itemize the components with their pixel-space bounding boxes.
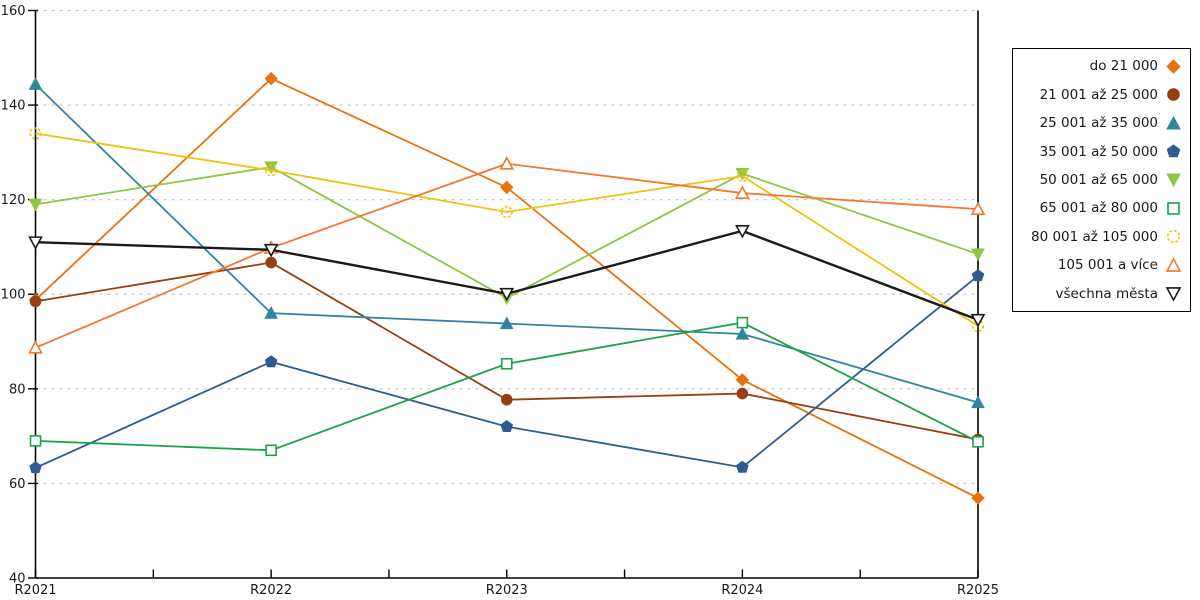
data-point-65-001-a-80-000-r2024 xyxy=(736,316,749,329)
data-point-v-echna-m-sta-r2021 xyxy=(28,236,43,250)
data-point-50-001-a-65-000-r2024 xyxy=(735,168,750,181)
data-point-do-21-000-r2023 xyxy=(500,180,514,195)
data-point-105-001-a-v-ce-r2021 xyxy=(28,340,43,354)
chart-legend: do 21 000 21 001 až 25 000 25 001 až 35 00… xyxy=(1012,48,1191,312)
legend-marker-icon-circle xyxy=(1166,230,1181,244)
legend-item-105-001-a-v-ce: 105 001 a více xyxy=(1019,251,1182,279)
data-point-35-001-a-50-000-r2021 xyxy=(29,461,42,474)
legend-marker-icon-circle xyxy=(1167,88,1180,101)
y-tick-label-40: 40 xyxy=(9,572,26,587)
data-point-80-001-a-105-000-r2022 xyxy=(265,164,278,177)
legend-marker-icon-square xyxy=(1167,202,1180,215)
data-point-v-echna-m-sta-r2023 xyxy=(499,287,515,302)
data-point-v-echna-m-sta-r2022 xyxy=(263,243,279,258)
legend-item-label: 80 001 až 105 000 xyxy=(1030,228,1158,245)
data-point-80-001-a-105-000-r2024 xyxy=(736,169,749,183)
data-point-21-001-a-25-000-r2023 xyxy=(500,393,513,406)
legend-marker-icon-triangle-up xyxy=(1165,257,1182,272)
data-point-v-echna-m-sta-r2025 xyxy=(970,313,986,328)
x-tick-label-r2022: R2022 xyxy=(250,583,292,598)
legend-item-label: 65 001 až 80 000 xyxy=(1039,200,1158,217)
legend-item-label: 50 001 až 65 000 xyxy=(1039,171,1158,188)
data-point-65-001-a-80-000-r2025 xyxy=(972,435,984,448)
legend-item-label: všechna města xyxy=(1055,285,1158,302)
data-point-65-001-a-80-000-r2021 xyxy=(29,435,42,447)
legend-marker-icon-triangle-down xyxy=(1165,287,1182,302)
data-point-35-001-a-50-000-r2025 xyxy=(971,269,985,282)
legend-item-label: 105 001 a více xyxy=(1057,257,1158,274)
x-tick-label-r2025: R2025 xyxy=(957,583,999,598)
legend-item-do-21-000: do 21 000 xyxy=(1019,52,1182,80)
data-point-do-21-000-r2025 xyxy=(971,491,985,505)
legend-item-25-001-a-35-000: 25 001 až 35 000 xyxy=(1019,109,1182,137)
legend-item-label: 25 001 až 35 000 xyxy=(1039,115,1158,132)
data-point-21-001-a-25-000-r2024 xyxy=(736,387,749,400)
data-point-65-001-a-80-000-r2023 xyxy=(500,357,513,370)
legend-marker-icon-diamond xyxy=(1166,59,1181,74)
legend-item-label: 35 001 až 50 000 xyxy=(1039,143,1158,160)
data-point-25-001-a-35-000-r2021 xyxy=(28,77,43,90)
data-point-105-001-a-v-ce-r2024 xyxy=(735,185,750,199)
series-line-v-echna-m-sta xyxy=(35,229,979,321)
data-point-21-001-a-25-000-r2022 xyxy=(265,256,277,269)
data-point-25-001-a-35-000-r2024 xyxy=(735,326,750,340)
legend-marker-icon-triangle-up xyxy=(1166,115,1181,130)
x-tick-label-r2023: R2023 xyxy=(486,583,528,598)
legend-marker-icon-triangle-down xyxy=(1166,173,1181,188)
data-point-35-001-a-50-000-r2023 xyxy=(500,420,514,433)
data-point-105-001-a-v-ce-r2023 xyxy=(499,156,515,170)
data-point-35-001-a-50-000-r2024 xyxy=(736,460,749,473)
legend-item-50-001-a-65-000: 50 001 až 65 000 xyxy=(1019,166,1182,194)
y-tick-label-140: 140 xyxy=(1,99,26,114)
data-point-21-001-a-25-000-r2021 xyxy=(29,295,42,308)
y-tick-label-60: 60 xyxy=(9,477,26,492)
data-point-25-001-a-35-000-r2025 xyxy=(971,395,985,409)
y-tick-label-100: 100 xyxy=(1,288,26,303)
data-point-do-21-000-r2022 xyxy=(264,71,278,86)
data-point-50-001-a-65-000-r2022 xyxy=(264,161,278,175)
legend-item-35-001-a-50-000: 35 001 až 50 000 xyxy=(1019,138,1182,166)
legend-item-v-echna-m-sta: všechna města xyxy=(1019,280,1182,308)
legend-item-label: do 21 000 xyxy=(1089,58,1158,75)
legend-item-21-001-a-25-000: 21 001 až 25 000 xyxy=(1019,81,1182,109)
y-tick-label-160: 160 xyxy=(1,4,26,19)
data-point-50-001-a-65-000-r2025 xyxy=(971,248,985,262)
series-line-80-001-a-105-000 xyxy=(35,132,979,327)
data-point-25-001-a-35-000-r2022 xyxy=(264,306,278,319)
data-point-35-001-a-50-000-r2022 xyxy=(264,355,278,368)
legend-item-65-001-a-80-000: 65 001 až 80 000 xyxy=(1019,194,1182,222)
data-point-25-001-a-35-000-r2023 xyxy=(499,316,514,330)
legend-item-80-001-a-105-000: 80 001 až 105 000 xyxy=(1019,223,1182,251)
x-tick-label-r2021: R2021 xyxy=(14,583,56,598)
data-point-105-001-a-v-ce-r2025 xyxy=(970,201,986,216)
data-point-v-echna-m-sta-r2024 xyxy=(735,224,750,239)
x-tick-label-r2024: R2024 xyxy=(721,583,763,598)
legend-marker-icon-pentagon xyxy=(1166,144,1181,158)
data-point-50-001-a-65-000-r2021 xyxy=(28,198,43,212)
data-point-65-001-a-80-000-r2022 xyxy=(265,444,277,457)
y-tick-label-80: 80 xyxy=(9,382,26,397)
data-point-80-001-a-105-000-r2023 xyxy=(500,205,513,219)
y-tick-label-120: 120 xyxy=(1,193,26,208)
data-point-do-21-000-r2024 xyxy=(735,373,750,387)
series-line-25-001-a-35-000 xyxy=(34,83,979,404)
legend-item-label: 21 001 až 25 000 xyxy=(1039,86,1158,103)
data-point-80-001-a-105-000-r2021 xyxy=(29,127,42,140)
